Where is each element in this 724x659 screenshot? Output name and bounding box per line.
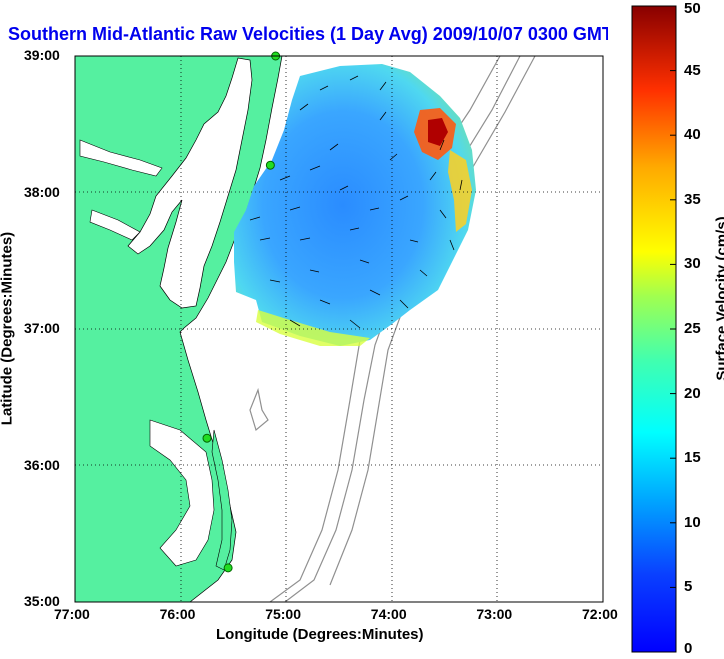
y-tick-label: 39:00 — [24, 47, 60, 63]
station-marker — [223, 563, 233, 573]
y-axis-title: Latitude (Degrees:Minutes) — [0, 231, 16, 426]
bay-tributary — [79, 139, 163, 177]
x-tick-label: 77:00 — [54, 606, 90, 622]
x-tick-label: 72:00 — [582, 606, 618, 622]
colorbar-tick-label: 10 — [684, 513, 701, 531]
colorbar-ticks — [670, 5, 676, 653]
colorbar-tick-label: 5 — [684, 578, 693, 596]
colorbar — [631, 5, 677, 653]
y-tick-label: 37:00 — [24, 320, 60, 336]
colorbar-tick-label: 25 — [684, 320, 701, 337]
plot-frame — [74, 55, 604, 603]
high-velocity-center — [428, 118, 448, 146]
land-mainland — [75, 56, 283, 602]
barrier-island — [211, 429, 233, 571]
bay-tributary-2 — [89, 209, 141, 241]
colorbar-tick-label: 35 — [684, 190, 701, 208]
station-marker — [202, 433, 212, 443]
grid-lines — [75, 56, 603, 602]
colorbar-tick-label: 50 — [684, 0, 701, 17]
velocity-vectors — [249, 75, 463, 329]
y-tick-label: 35:00 — [24, 593, 60, 609]
y-tick-label: 36:00 — [24, 456, 60, 473]
moderate-velocity-band — [448, 150, 472, 232]
colorbar-tick-label: 45 — [684, 61, 701, 79]
colorbar-tick-label: 40 — [684, 126, 701, 144]
x-tick-label: 75:00 — [265, 606, 301, 622]
x-axis-title: Longitude (Degrees:Minutes) — [216, 626, 424, 643]
x-tick-label: 73:00 — [476, 606, 513, 622]
colorbar-tick-label: 20 — [684, 384, 701, 402]
colorbar-title: Surface Velocity (cm/s) — [713, 216, 724, 381]
map-content — [75, 56, 603, 602]
y-tick-label: 38:00 — [24, 183, 60, 200]
x-tick-label: 76:00 — [159, 606, 196, 622]
colorbar-tick-label: 30 — [684, 255, 701, 273]
southern-band — [256, 310, 370, 346]
x-tick-label: 74:00 — [370, 606, 407, 622]
colorbar-tick-label: 15 — [684, 449, 701, 467]
station-marker — [265, 160, 275, 170]
sound — [149, 419, 215, 567]
colorbar-tick-label: 0 — [684, 640, 693, 657]
chesapeake-bay — [127, 57, 253, 309]
map-title: Southern Mid-Atlantic Raw Velocities (1 … — [8, 24, 608, 44]
